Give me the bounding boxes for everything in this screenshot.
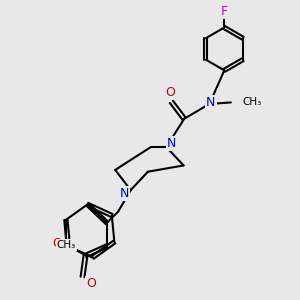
Text: O: O xyxy=(86,277,96,290)
Text: CH₃: CH₃ xyxy=(242,98,261,107)
Text: N: N xyxy=(120,187,129,200)
Text: N: N xyxy=(167,137,176,150)
Text: F: F xyxy=(221,5,228,18)
Text: O: O xyxy=(165,86,175,99)
Text: CH₃: CH₃ xyxy=(56,240,76,250)
Text: N: N xyxy=(206,96,216,109)
Text: O: O xyxy=(52,237,62,250)
